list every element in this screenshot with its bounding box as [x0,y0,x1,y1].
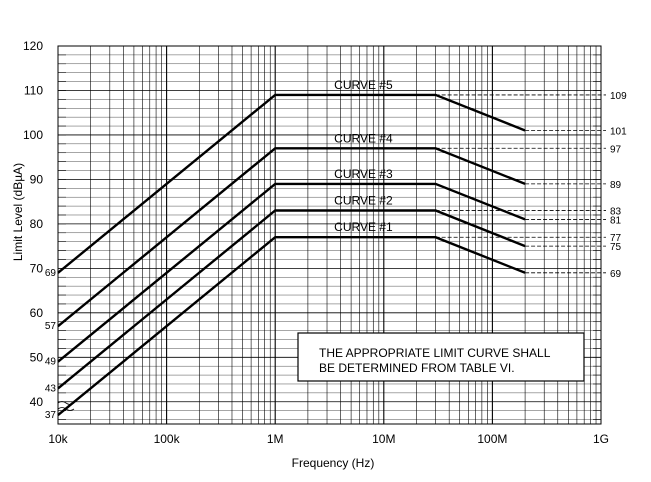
axis-break-marks [57,401,75,411]
series-line-4 [57,147,526,328]
curve-label-5: CURVE #5 [334,78,393,92]
right-value-label: 69 [610,269,622,280]
x-axis-label: Frequency (Hz) [292,456,375,470]
left-value-label: 37 [45,410,57,421]
series-lines [57,93,526,417]
series-line-2 [57,209,526,390]
x-tick-label: 1M [267,432,284,446]
y-tick-label: 90 [30,172,44,186]
left-value-label: 69 [45,268,57,279]
y-tick-label: 110 [24,83,43,97]
right-value-label: 77 [610,233,622,244]
x-tick-label: 10k [48,432,68,446]
axis-tick-labels: 10k 100k 1M 10M 100M 1G 40 50 60 70 80 90 100 110 120 [23,39,609,446]
x-tick-label: 1G [593,432,609,446]
note-box-border [297,332,585,382]
right-value-label: 97 [610,144,622,155]
left-value-label: 49 [45,357,57,368]
x-tick-label: 10M [372,432,395,446]
right-value-label: 101 [610,126,627,137]
right-value-label: 75 [610,242,622,253]
y-tick-label: 80 [30,217,44,231]
reference-dashes [435,94,606,274]
y-tick-label: 50 [30,350,44,364]
right-value-label: 81 [610,215,622,226]
y-tick-label: 40 [30,395,44,409]
y-tick-label: 120 [23,39,43,53]
series-line-3 [57,182,526,363]
curve-label-1: CURVE #1 [334,220,393,234]
right-value-label: 109 [610,91,627,102]
left-value-label: 43 [45,383,57,394]
x-tick-label: 100k [154,432,181,446]
plot-frame [57,45,602,425]
right-value-label: 89 [610,180,622,191]
right-value-label: 83 [610,207,622,218]
series-line-5 [57,93,526,274]
y-tick-label: 100 [23,128,43,142]
curve-label-2: CURVE #2 [334,194,393,208]
x-tick-label: 100M [477,432,507,446]
curve-labels: CURVE #1 CURVE #2 CURVE #3 CURVE #4 CURVE #5 [334,78,393,234]
note-box: THE APPROPRIATE LIMIT CURVE SHALL BE DET… [297,332,585,382]
note-line-1: THE APPROPRIATE LIMIT CURVE SHALL [319,346,551,360]
y-tick-label: 60 [30,306,44,320]
curve-label-3: CURVE #3 [334,167,393,181]
left-value-label: 57 [45,321,57,332]
note-line-2: BE DETERMINED FROM TABLE VI. [319,361,515,375]
curve-label-4: CURVE #4 [334,131,393,145]
series-line-1 [57,235,526,417]
y-axis-label: Limit Level (dBµA) [11,163,25,261]
y-tick-label: 70 [30,261,44,275]
